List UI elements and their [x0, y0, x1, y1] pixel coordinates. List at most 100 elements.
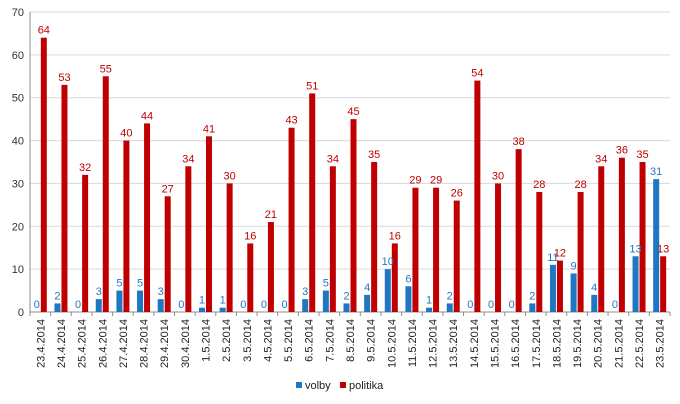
x-tick-label: 6.5.2014 — [304, 319, 316, 362]
x-tick-label: 1.5.2014 — [200, 319, 212, 362]
data-labels: 0642530323555405443270341411300160210433… — [34, 25, 670, 311]
bar-politika — [515, 149, 522, 312]
data-label-volby: 2 — [447, 290, 453, 302]
data-label-volby: 3 — [96, 286, 102, 298]
data-label-volby: 0 — [240, 299, 246, 311]
x-tick-label: 2.5.2014 — [221, 319, 233, 362]
data-label-politika: 53 — [58, 72, 70, 84]
data-label-politika: 44 — [141, 110, 153, 122]
bar-politika — [164, 196, 171, 312]
bar-politika — [474, 80, 481, 312]
bar-politika — [391, 243, 398, 312]
bar-volby — [529, 303, 536, 312]
data-label-volby: 0 — [34, 299, 40, 311]
x-tick-label: 9.5.2014 — [366, 319, 378, 362]
data-label-politika: 30 — [224, 170, 236, 182]
x-tick-label: 14.5.2014 — [469, 319, 481, 368]
data-label-volby: 5 — [116, 278, 122, 290]
bars — [40, 37, 667, 313]
bar-politika — [102, 76, 109, 313]
data-label-politika: 43 — [285, 115, 297, 127]
y-tick-label: 70 — [12, 7, 24, 19]
x-tick-label: 23.4.2014 — [35, 319, 47, 368]
data-label-politika: 29 — [430, 175, 442, 187]
data-label-politika: 41 — [203, 123, 215, 135]
data-label-volby: 0 — [282, 299, 288, 311]
x-tick-label: 5.5.2014 — [283, 319, 295, 362]
bar-politika — [660, 256, 667, 312]
bar-politika — [185, 166, 192, 312]
bar-politika — [350, 119, 357, 313]
x-tick-label: 23.5.2014 — [655, 319, 667, 368]
x-tick-label: 10.5.2014 — [386, 319, 398, 368]
bar-volby — [54, 303, 61, 312]
data-label-volby: 0 — [467, 299, 473, 311]
data-label-volby: 11 — [547, 252, 558, 264]
bar-politika — [329, 166, 336, 312]
y-tick-label: 40 — [12, 136, 24, 148]
bar-volby — [549, 264, 556, 312]
data-label-politika: 30 — [492, 170, 504, 182]
data-label-politika: 12 — [554, 248, 566, 260]
data-label-politika: 40 — [120, 128, 132, 140]
x-tick-label: 27.4.2014 — [118, 319, 130, 368]
data-label-politika: 27 — [162, 183, 174, 195]
data-label-politika: 32 — [79, 162, 91, 174]
data-label-volby: 5 — [137, 278, 143, 290]
bar-politika — [556, 260, 563, 312]
data-label-volby: 0 — [612, 299, 618, 311]
x-tick-label: 19.5.2014 — [572, 319, 584, 368]
x-tick-label: 26.4.2014 — [97, 319, 109, 368]
bar-politika — [82, 174, 89, 312]
y-tick-label: 30 — [12, 178, 24, 190]
data-label-volby: 1 — [426, 295, 432, 307]
legend: volby politika — [296, 380, 384, 392]
bar-volby — [116, 290, 123, 312]
data-label-volby: 10 — [382, 256, 394, 268]
bar-volby — [322, 290, 329, 312]
data-label-volby: 4 — [364, 282, 370, 294]
y-tick-label: 60 — [12, 50, 24, 62]
bar-volby — [384, 269, 391, 312]
bar-politika — [639, 162, 646, 312]
bar-volby — [343, 303, 350, 312]
data-label-politika: 45 — [347, 106, 359, 118]
data-label-volby: 0 — [178, 299, 184, 311]
bar-politika — [495, 183, 502, 312]
data-label-politika: 16 — [244, 230, 256, 242]
x-tick-label: 29.4.2014 — [159, 319, 171, 368]
data-label-politika: 34 — [182, 153, 194, 165]
bar-politika — [371, 162, 378, 312]
data-label-volby: 0 — [75, 299, 81, 311]
data-label-volby: 13 — [629, 243, 641, 255]
data-label-volby: 3 — [302, 286, 308, 298]
bar-politika — [144, 123, 151, 312]
x-tick-label: 20.5.2014 — [593, 319, 605, 368]
x-tick-label: 16.5.2014 — [510, 319, 522, 368]
data-label-volby: 2 — [54, 290, 60, 302]
data-label-politika: 35 — [636, 149, 648, 161]
data-label-politika: 34 — [327, 153, 339, 165]
data-label-volby: 31 — [650, 166, 662, 178]
data-label-volby: 0 — [261, 299, 267, 311]
data-label-volby: 4 — [591, 282, 597, 294]
data-label-politika: 51 — [306, 80, 318, 92]
bar-volby — [95, 299, 102, 312]
bar-politika — [618, 157, 625, 312]
x-tick-label: 8.5.2014 — [345, 319, 357, 362]
bar-volby — [157, 299, 164, 312]
bar-volby — [364, 294, 371, 312]
data-label-volby: 1 — [199, 295, 205, 307]
data-label-politika: 28 — [574, 179, 586, 191]
bar-politika — [61, 84, 68, 312]
bar-volby — [302, 299, 309, 312]
bar-politika — [536, 192, 543, 312]
data-label-politika: 38 — [513, 136, 525, 148]
x-tick-label: 22.5.2014 — [634, 319, 646, 368]
bar-politika — [40, 37, 47, 312]
bar-volby — [198, 307, 205, 312]
bar-volby — [632, 256, 639, 312]
bar-politika — [453, 200, 460, 312]
data-label-volby: 6 — [405, 273, 411, 285]
data-label-politika: 28 — [533, 179, 545, 191]
